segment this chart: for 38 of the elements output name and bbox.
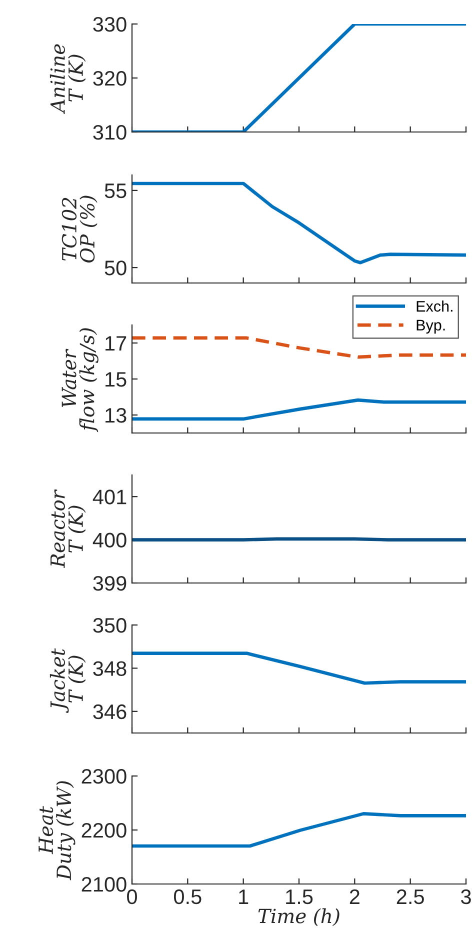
y-tick-label: 320 <box>93 71 126 86</box>
y-tick-label: 2200 <box>82 823 126 838</box>
y-tick-label: 310 <box>93 125 126 140</box>
y-tick-label: 50 <box>104 260 126 276</box>
y-axis-title: Aniline T (K) <box>50 44 86 114</box>
y-tick-label: 401 <box>92 490 126 504</box>
line-series <box>132 398 466 421</box>
legend-label: Byp. <box>416 320 445 334</box>
y-tick-label: 17 <box>106 336 126 351</box>
y-axis-title: Reactor T (K) <box>50 489 86 568</box>
y-axis-title: TC102 OP (%) <box>62 196 98 263</box>
y-tick-label: 15 <box>106 372 126 387</box>
y-axis-title: Water flow (kg/s) <box>62 328 98 432</box>
y-tick-label: 330 <box>93 17 126 32</box>
y-axis-title: Heat Duty (kW) <box>38 781 76 880</box>
y-tick-label: 400 <box>92 532 126 548</box>
line-series <box>132 336 466 359</box>
y-axis-title: Jacket T (K) <box>50 648 86 713</box>
line-series <box>132 652 466 685</box>
line-series <box>132 812 466 848</box>
line-series <box>132 182 466 264</box>
y-tick-label: 2300 <box>82 769 126 784</box>
x-axis-title: Time (h) <box>258 908 340 926</box>
y-tick-label: 348 <box>93 661 126 676</box>
x-tick-label: 0 <box>127 889 137 904</box>
y-tick-label: 399 <box>93 576 126 591</box>
x-tick-label: 1 <box>239 890 248 904</box>
y-tick-label: 2100 <box>82 877 126 892</box>
y-tick-label: 350 <box>93 618 126 633</box>
y-tick-label: 55 <box>104 184 126 198</box>
x-tick-label: 3 <box>461 889 471 904</box>
legend-label: Exch. <box>416 300 452 312</box>
x-tick-label: 2.5 <box>396 889 424 904</box>
y-tick-label: 346 <box>93 704 126 720</box>
x-tick-label: 1.5 <box>286 890 313 904</box>
y-tick-label: 13 <box>106 408 126 423</box>
x-tick-label: 2 <box>350 889 360 904</box>
x-tick-label: 0.5 <box>174 889 202 904</box>
